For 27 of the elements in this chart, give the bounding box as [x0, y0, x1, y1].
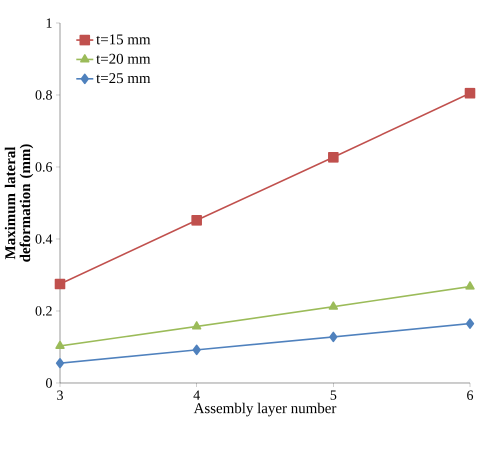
point	[466, 318, 474, 329]
x-tick-label: 5	[330, 390, 336, 400]
point	[55, 340, 65, 349]
x-tick-label: 6	[467, 390, 474, 400]
x-axis-title: Assembly layer number	[194, 402, 336, 416]
point	[464, 88, 476, 98]
y-tick-label: 0	[46, 378, 52, 388]
point	[328, 152, 339, 163]
legend-label: t=15 mm	[96, 34, 150, 44]
x-tick-label: 4	[193, 390, 200, 400]
y-tick-label: 1	[46, 18, 52, 28]
point	[465, 281, 475, 290]
point	[192, 321, 202, 330]
y-tick-label: 0.8	[36, 90, 52, 100]
y-axis-title: Maximum lateral deformation (mm)	[4, 144, 34, 262]
y-tick-label: 0.6	[36, 162, 52, 172]
point	[328, 301, 338, 310]
legend-label: t=20 mm	[96, 54, 150, 64]
point	[191, 214, 202, 226]
y-tick-label: 0.2	[36, 306, 52, 316]
y-tick-label: 0.4	[36, 234, 52, 244]
point	[192, 344, 201, 356]
legend-label: t=25 mm	[96, 73, 150, 84]
x-tick-label: 3	[57, 390, 63, 400]
point	[329, 332, 338, 342]
point	[56, 358, 64, 368]
point	[54, 278, 66, 290]
